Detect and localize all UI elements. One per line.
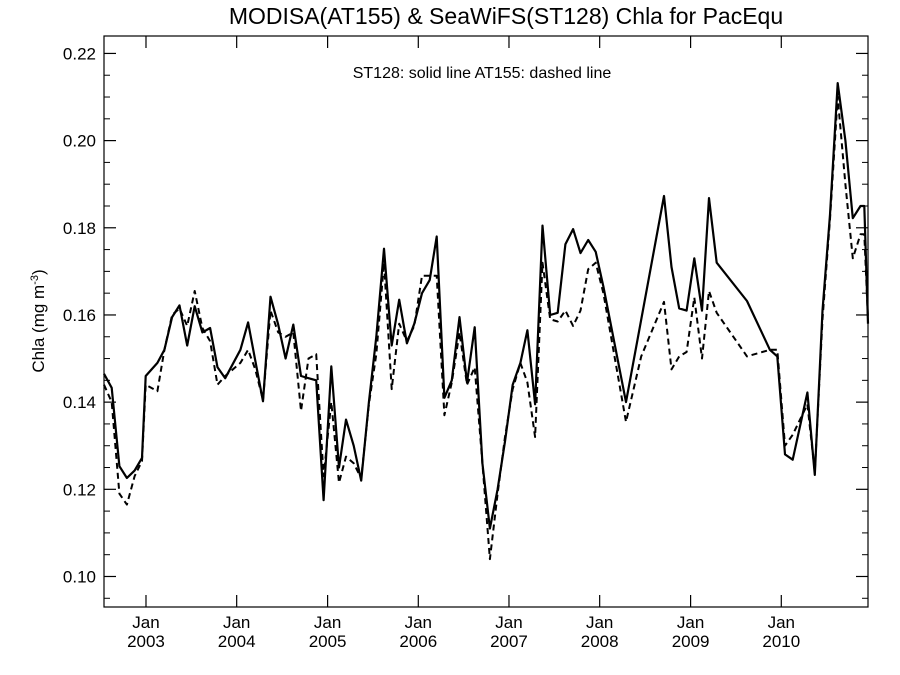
series-group <box>103 81 870 561</box>
line-style-annotation: ST128: solid line AT155: dashed line <box>353 65 612 82</box>
x-tick-month-label: Jan <box>314 613 341 632</box>
y-axis: 0.10 0.12 0.14 0.16 0.18 0.20 0.22 <box>63 44 868 599</box>
y-axis-label: Chla (mg m-3) <box>29 269 48 372</box>
x-tick-year-label: 2004 <box>218 632 256 651</box>
x-tick-year-label: 2009 <box>672 632 710 651</box>
y-axis-label-close: ) <box>29 269 48 275</box>
x-tick-month-label: Jan <box>768 613 795 632</box>
y-tick-label: 0.12 <box>63 480 96 499</box>
x-tick-month-label: Jan <box>223 613 250 632</box>
x-tick-year-label: 2008 <box>581 632 619 651</box>
chart-title: MODISA(AT155) & SeaWiFS(ST128) Chla for … <box>229 3 783 29</box>
x-tick-year-label: 2003 <box>127 632 165 651</box>
series-line-st128 <box>103 81 870 530</box>
x-tick-year-label: 2005 <box>309 632 347 651</box>
y-tick-label: 0.22 <box>63 44 96 63</box>
y-axis-label-text: Chla (mg m <box>29 285 48 373</box>
x-tick-year-label: 2007 <box>490 632 528 651</box>
x-tick-month-label: Jan <box>495 613 522 632</box>
y-tick-label: 0.18 <box>63 219 96 238</box>
x-tick-month-label: Jan <box>132 613 159 632</box>
x-axis: Jan2003Jan2004Jan2005Jan2006Jan2007Jan20… <box>127 36 800 651</box>
x-tick-month-label: Jan <box>677 613 704 632</box>
y-tick-label: 0.14 <box>63 393 96 412</box>
y-tick-label: 0.16 <box>63 306 96 325</box>
x-tick-year-label: 2010 <box>762 632 800 651</box>
series-line-at155 <box>103 96 869 561</box>
y-tick-label: 0.20 <box>63 132 96 151</box>
x-tick-year-label: 2006 <box>399 632 437 651</box>
y-axis-label-superscript: -3 <box>29 275 41 285</box>
x-tick-month-label: Jan <box>586 613 613 632</box>
y-tick-label: 0.10 <box>63 567 96 586</box>
x-tick-month-label: Jan <box>405 613 432 632</box>
